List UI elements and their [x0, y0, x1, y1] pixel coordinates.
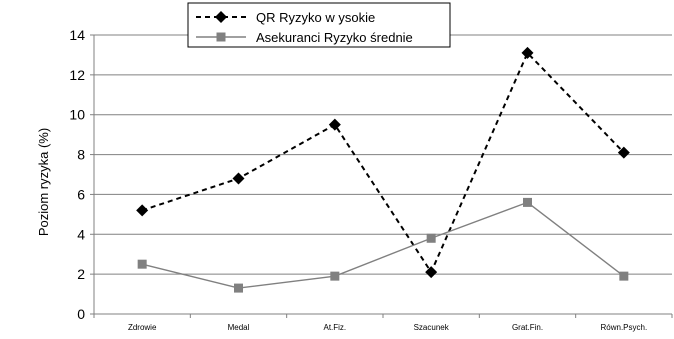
- data-point-diamond: [328, 118, 341, 131]
- data-point-diamond: [232, 172, 245, 185]
- data-point-square: [234, 283, 243, 293]
- y-tick-label: 4: [77, 226, 85, 242]
- data-point-square: [619, 271, 629, 281]
- y-tick-label: 10: [69, 107, 85, 123]
- legend-label: QR Ryzyko w ysokie: [256, 10, 375, 25]
- y-tick-label: 6: [77, 186, 85, 202]
- data-point-square: [216, 32, 226, 42]
- series-line: [141, 51, 625, 275]
- x-tick-label: At.Fiz.: [323, 323, 346, 332]
- legend-entry: QR Ryzyko w ysokie: [196, 10, 375, 25]
- data-point-square: [137, 259, 147, 269]
- legend-entry: Asekuranci Ryzyko średnie: [196, 30, 413, 45]
- x-tick-label: Równ.Psych.: [600, 323, 647, 332]
- y-tick-label: 12: [69, 67, 85, 83]
- x-tick-label: Medal: [228, 323, 250, 332]
- data-point-diamond: [215, 11, 227, 23]
- gridlines: [94, 34, 672, 275]
- y-tick-label: 14: [69, 27, 85, 43]
- data-point-square: [426, 233, 436, 243]
- data-point-diamond: [425, 266, 438, 279]
- y-tick-label: 8: [77, 147, 85, 163]
- series-layer: [136, 46, 630, 293]
- data-point-diamond: [136, 204, 149, 217]
- data-point-square: [330, 271, 340, 281]
- y-axis-ticks: 0 2 4 6 8 10 12 14: [69, 27, 94, 322]
- data-point-square: [523, 197, 532, 207]
- x-tick-label: Szacunek: [414, 323, 450, 332]
- y-tick-label: 0: [77, 306, 85, 322]
- x-tick-label: Grat.Fin.: [512, 323, 543, 332]
- legend: QR Ryzyko w ysokie Asekuranci Ryzyko śred…: [187, 2, 451, 48]
- x-tick-label: Zdrowie: [128, 323, 157, 332]
- x-axis-ticks: Zdrowie Medal At.Fiz. Szacunek Grat.Fin. Równ…: [93, 314, 673, 332]
- y-axis-label: Poziom ryzyka (%): [36, 128, 51, 236]
- series-2: [137, 197, 629, 293]
- legend-label: Asekuranci Ryzyko średnie: [256, 30, 413, 45]
- series-line: [141, 201, 625, 289]
- legend-box: [187, 2, 451, 48]
- series-1: [136, 46, 630, 279]
- y-tick-label: 2: [77, 266, 85, 282]
- data-point-diamond: [617, 146, 630, 159]
- data-point-diamond: [521, 46, 534, 59]
